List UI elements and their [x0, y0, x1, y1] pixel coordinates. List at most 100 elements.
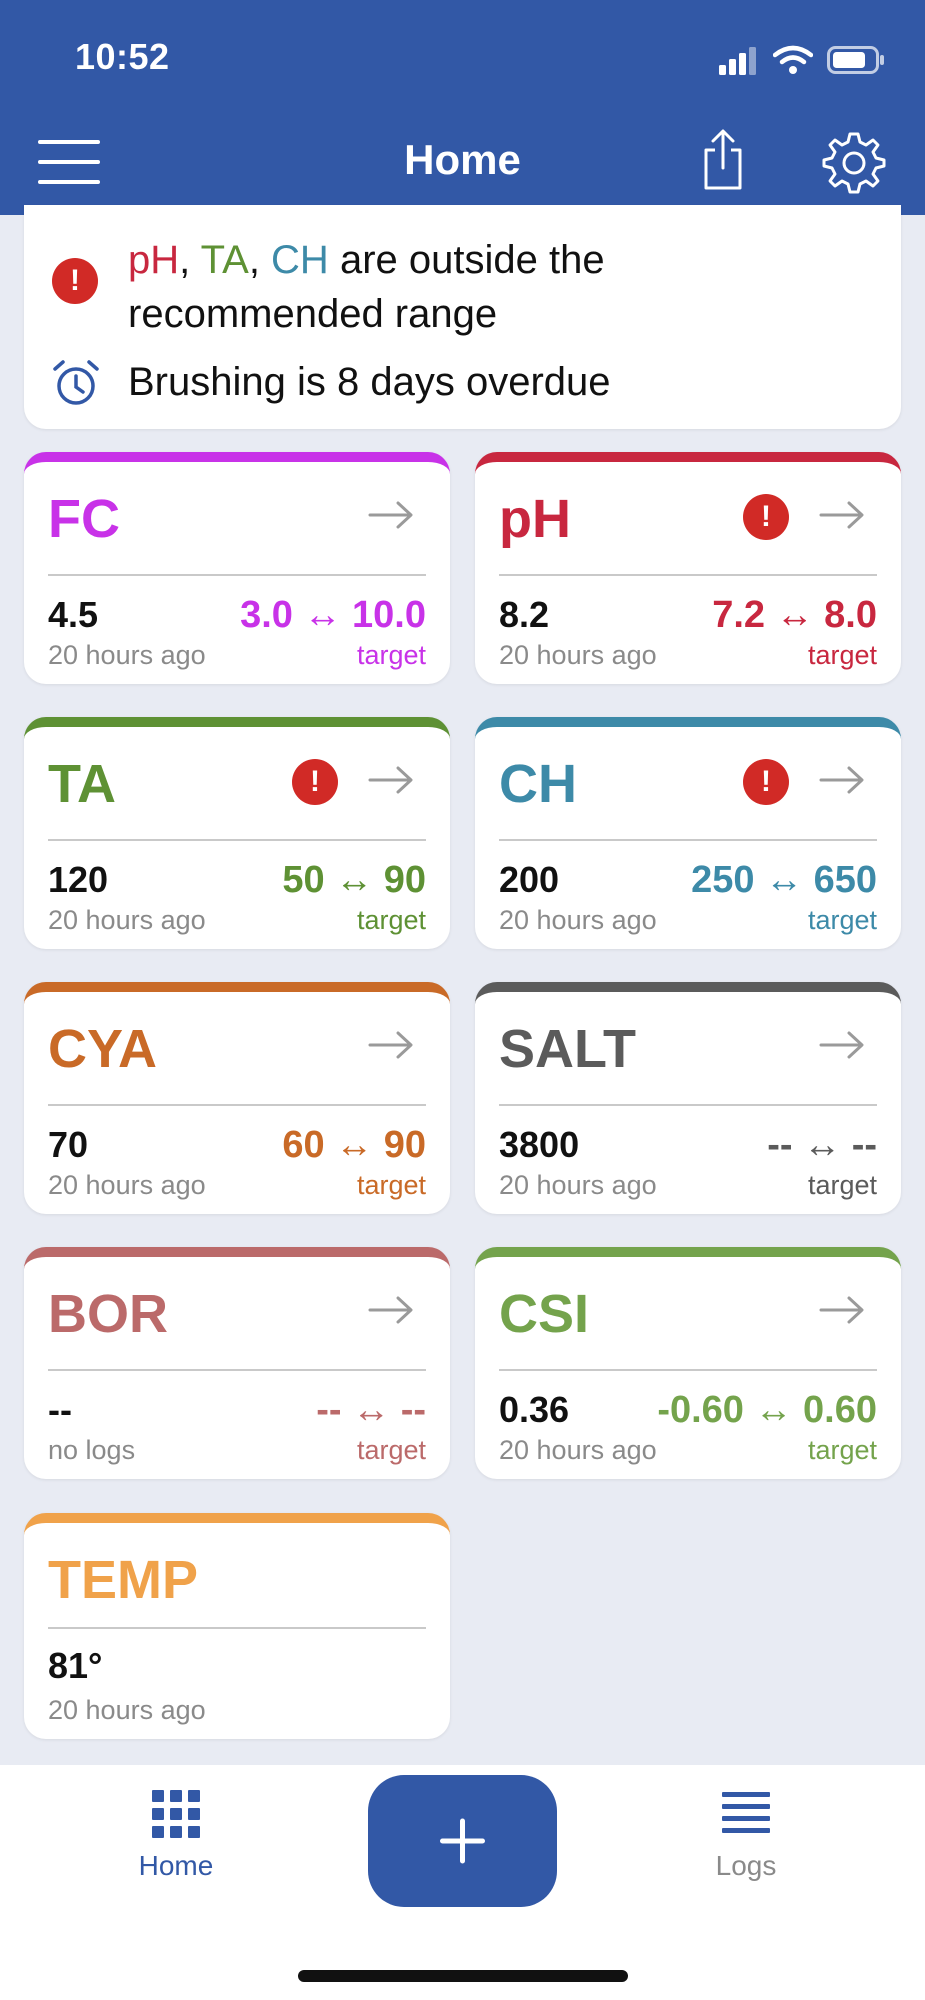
- card-target-range: -- ↔ --: [767, 1124, 877, 1166]
- tab-home[interactable]: Home: [120, 1789, 232, 1882]
- card-target-label: target: [356, 640, 426, 670]
- divider: [48, 839, 426, 841]
- divider: [48, 1369, 426, 1371]
- card-value: 3800: [499, 1124, 580, 1165]
- arrow-right-icon[interactable]: [368, 1295, 414, 1325]
- arrow-right-icon[interactable]: [368, 765, 414, 795]
- param-ph: pH: [128, 238, 180, 282]
- status-time: 10:52: [75, 36, 170, 77]
- card-target-range: -- ↔ --: [316, 1389, 426, 1431]
- card-value: 120: [48, 859, 109, 900]
- card-target-label: target: [356, 1170, 426, 1200]
- card-target-range: 7.2 ↔ 8.0: [712, 594, 877, 636]
- card-name: TEMP: [48, 1550, 199, 1610]
- card-ph[interactable]: pH! 8.2 20 hours ago 7.2 ↔ 8.0 target: [475, 452, 901, 684]
- arrow-right-icon[interactable]: [368, 1030, 414, 1060]
- card-value: 0.36: [499, 1389, 570, 1430]
- card-last-logged: 20 hours ago: [48, 1695, 206, 1725]
- share-icon[interactable]: [700, 128, 746, 192]
- card-value: 81°: [48, 1645, 103, 1686]
- warning-icon: !: [292, 759, 338, 805]
- status-icons: [719, 40, 885, 80]
- divider: [48, 574, 426, 576]
- wifi-icon: [773, 45, 813, 74]
- param-ch: CH: [271, 238, 329, 282]
- plus-icon: [440, 1818, 485, 1864]
- arrow-right-icon[interactable]: [819, 765, 865, 795]
- card-value: 200: [499, 859, 560, 900]
- tab-home-label: Home: [138, 1850, 214, 1881]
- card-bor[interactable]: BOR -- no logs -- ↔ -- target: [24, 1247, 450, 1479]
- card-ta[interactable]: TA! 120 20 hours ago 50 ↔ 90 target: [24, 717, 450, 949]
- card-target-label: target: [807, 640, 877, 670]
- tab-logs-label: Logs: [715, 1850, 777, 1881]
- param-ta: TA: [200, 238, 249, 282]
- divider: [499, 1104, 877, 1106]
- card-target-range: 60 ↔ 90: [282, 1124, 426, 1166]
- list-icon: [722, 1792, 770, 1833]
- menu-button[interactable]: [38, 140, 100, 184]
- tab-bar: Home Logs: [0, 1765, 925, 2000]
- card-name: pH: [499, 489, 571, 549]
- card-target-label: target: [807, 1435, 877, 1465]
- card-name: CH: [499, 754, 577, 814]
- card-target-label: target: [807, 905, 877, 935]
- card-value: --: [48, 1389, 72, 1430]
- card-last-logged: 20 hours ago: [499, 640, 657, 670]
- card-target-range: 50 ↔ 90: [282, 859, 426, 901]
- card-last-logged: 20 hours ago: [499, 1170, 657, 1200]
- card-target-range: -0.60 ↔ 0.60: [657, 1389, 877, 1431]
- page-title: Home: [404, 136, 521, 183]
- divider: [48, 1104, 426, 1106]
- card-name: TA: [48, 754, 116, 814]
- card-temp[interactable]: TEMP 81° 20 hours ago: [24, 1513, 450, 1739]
- card-salt[interactable]: SALT 3800 20 hours ago -- ↔ -- target: [475, 982, 901, 1214]
- card-value: 8.2: [499, 594, 550, 635]
- card-cya[interactable]: CYA 70 20 hours ago 60 ↔ 90 target: [24, 982, 450, 1214]
- warning-icon: !: [52, 258, 98, 304]
- signal-icon: [719, 47, 756, 75]
- tab-logs[interactable]: Logs: [690, 1789, 802, 1882]
- battery-icon: [827, 46, 884, 74]
- out-of-range-message: pH, TA, CH are outside the recommended r…: [128, 238, 605, 336]
- card-name: CYA: [48, 1019, 158, 1079]
- card-csi[interactable]: CSI 0.36 20 hours ago -0.60 ↔ 0.60 target: [475, 1247, 901, 1479]
- home-indicator: [298, 1970, 628, 1982]
- warning-icon: !: [743, 494, 789, 540]
- card-last-logged: 20 hours ago: [499, 905, 657, 935]
- card-name: SALT: [499, 1019, 636, 1079]
- card-last-logged: 20 hours ago: [48, 1170, 206, 1200]
- grid-icon: [152, 1790, 200, 1838]
- arrow-right-icon[interactable]: [819, 500, 865, 530]
- card-last-logged: 20 hours ago: [48, 640, 206, 670]
- card-last-logged: 20 hours ago: [48, 905, 206, 935]
- out-of-range-suffix: are outside the recommended range: [128, 238, 605, 336]
- card-fc[interactable]: FC 4.5 20 hours ago 3.0 ↔ 10.0 target: [24, 452, 450, 684]
- card-value: 70: [48, 1124, 89, 1165]
- divider: [499, 574, 877, 576]
- arrow-right-icon[interactable]: [819, 1030, 865, 1060]
- alert-card[interactable]: ! pH, TA, CH are outside the recommended…: [24, 205, 901, 429]
- gear-icon[interactable]: [822, 130, 886, 194]
- divider: [48, 1627, 426, 1629]
- arrow-right-icon[interactable]: [368, 500, 414, 530]
- overdue-message: Brushing is 8 days overdue: [128, 360, 611, 404]
- card-target-range: 3.0 ↔ 10.0: [240, 594, 426, 636]
- card-target-label: target: [356, 905, 426, 935]
- card-name: BOR: [48, 1284, 168, 1344]
- card-last-logged: no logs: [48, 1435, 136, 1465]
- arrow-right-icon[interactable]: [819, 1295, 865, 1325]
- card-name: FC: [48, 489, 120, 549]
- add-log-button[interactable]: [368, 1775, 557, 1907]
- card-target-label: target: [807, 1170, 877, 1200]
- card-target-range: 250 ↔ 650: [691, 859, 877, 901]
- app-header: 10:52 Home: [0, 0, 925, 215]
- divider: [499, 839, 877, 841]
- card-ch[interactable]: CH! 200 20 hours ago 250 ↔ 650 target: [475, 717, 901, 949]
- card-name: CSI: [499, 1284, 590, 1344]
- card-last-logged: 20 hours ago: [499, 1435, 657, 1465]
- warning-icon: !: [743, 759, 789, 805]
- card-target-label: target: [356, 1435, 426, 1465]
- alarm-clock-icon: [53, 360, 99, 405]
- divider: [499, 1369, 877, 1371]
